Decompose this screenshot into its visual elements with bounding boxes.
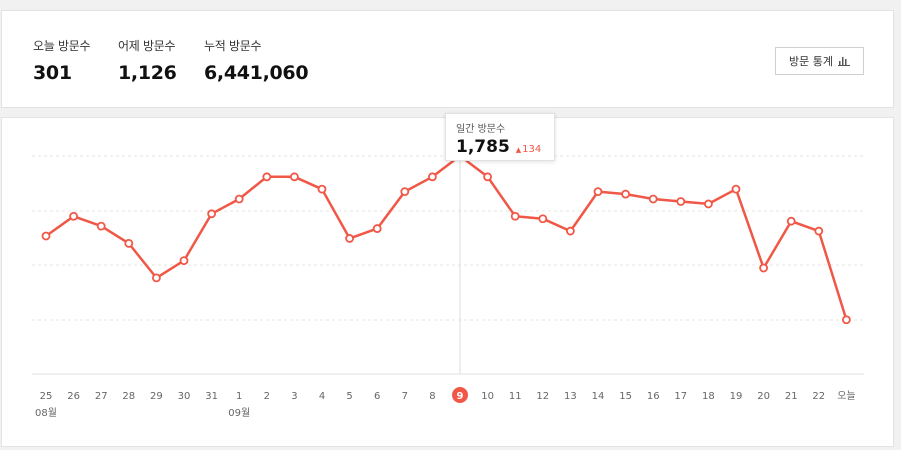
tooltip-delta-value: 134 xyxy=(522,144,542,155)
total-visits-stat: 누적 방문수 6,441,060 xyxy=(204,37,309,84)
x-tick-label: 16 xyxy=(647,391,660,402)
x-tick-label: 17 xyxy=(674,391,687,402)
visit-stats-button-label: 방문 통계 xyxy=(789,55,833,68)
data-point xyxy=(814,226,824,236)
x-tick-label: 2 xyxy=(264,391,270,402)
tooltip-delta: ▲134 xyxy=(516,144,541,155)
x-tick-label: 15 xyxy=(619,391,632,402)
data-point xyxy=(676,197,686,206)
x-tick-label: 10 xyxy=(481,391,494,402)
x-tick-label: 30 xyxy=(178,391,191,402)
data-point xyxy=(345,234,355,243)
data-point xyxy=(69,211,78,221)
today-visits-label: 오늘 방문수 xyxy=(33,39,91,53)
month-label: 09월 xyxy=(228,407,250,419)
data-point xyxy=(648,194,658,204)
data-point xyxy=(289,172,299,182)
yesterday-visits-label: 어제 방문수 xyxy=(118,39,176,53)
x-tick-label: 4 xyxy=(319,391,325,402)
data-point xyxy=(704,199,713,209)
data-point xyxy=(207,209,217,219)
x-tick-label: 22 xyxy=(812,391,825,402)
x-tick-label: 29 xyxy=(150,391,163,402)
data-point xyxy=(427,172,437,182)
data-point xyxy=(151,273,161,283)
x-tick-label: 21 xyxy=(785,391,798,402)
x-tick-label: 1 xyxy=(236,391,242,402)
x-tick-label: 7 xyxy=(402,391,408,402)
x-tick-label: 3 xyxy=(291,391,297,402)
data-point xyxy=(566,226,575,236)
x-tick-label: 18 xyxy=(702,391,715,402)
x-tick-label: 9 xyxy=(457,391,464,402)
x-tick-label: 14 xyxy=(592,391,605,402)
bar-chart-icon xyxy=(837,57,850,66)
chart-tooltip: 일간 방문수 1,785 ▲134 xyxy=(445,113,555,161)
tooltip-value: 1,785 xyxy=(456,137,510,157)
x-tick-label: 6 xyxy=(374,391,380,402)
series-line xyxy=(44,154,848,322)
x-tick-label: 오늘 xyxy=(837,390,855,402)
data-point xyxy=(317,184,327,194)
x-tick-label: 25 xyxy=(40,391,53,402)
data-point xyxy=(593,187,603,197)
active-tick-badge xyxy=(452,387,468,403)
x-tick-label: 5 xyxy=(346,391,352,402)
data-point xyxy=(538,214,548,224)
data-point xyxy=(483,172,493,182)
data-point xyxy=(786,216,796,226)
data-point xyxy=(179,256,189,266)
tooltip-title: 일간 방문수 xyxy=(456,124,506,135)
month-label: 08월 xyxy=(35,407,57,419)
yesterday-visits-stat: 어제 방문수 1,126 xyxy=(118,37,177,84)
data-point xyxy=(842,315,851,325)
visitor-summary-panel: 오늘 방문수 301 어제 방문수 1,126 누적 방문수 6,441,060… xyxy=(1,10,894,108)
x-tick-label: 19 xyxy=(730,391,743,402)
data-point xyxy=(41,231,51,241)
data-point xyxy=(510,211,520,221)
x-tick-label: 8 xyxy=(429,391,435,402)
x-tick-label: 26 xyxy=(67,391,80,402)
data-point xyxy=(124,238,134,248)
data-point xyxy=(262,172,272,182)
x-tick-label: 11 xyxy=(509,391,522,402)
total-visits-value: 6,441,060 xyxy=(204,62,309,84)
yesterday-visits-value: 1,126 xyxy=(118,62,177,84)
up-triangle-icon: ▲ xyxy=(515,146,522,154)
data-point xyxy=(96,221,106,231)
today-visits-value: 301 xyxy=(33,62,72,84)
x-tick-label: 12 xyxy=(536,391,549,402)
today-visits-stat: 오늘 방문수 301 xyxy=(33,37,91,84)
total-visits-label: 누적 방문수 xyxy=(204,39,262,53)
visit-stats-button[interactable]: 방문 통계 xyxy=(775,47,864,75)
daily-visits-chart-panel xyxy=(1,117,894,447)
data-point xyxy=(621,189,630,199)
data-point xyxy=(759,263,768,273)
data-point xyxy=(234,194,244,204)
x-tick-label: 27 xyxy=(95,391,108,402)
x-tick-label: 20 xyxy=(757,391,770,402)
x-tick-label: 28 xyxy=(122,391,135,402)
x-tick-label: 13 xyxy=(564,391,577,402)
data-point xyxy=(372,224,382,233)
data-point xyxy=(731,184,741,194)
data-point xyxy=(400,187,410,197)
x-tick-label: 31 xyxy=(205,391,218,402)
